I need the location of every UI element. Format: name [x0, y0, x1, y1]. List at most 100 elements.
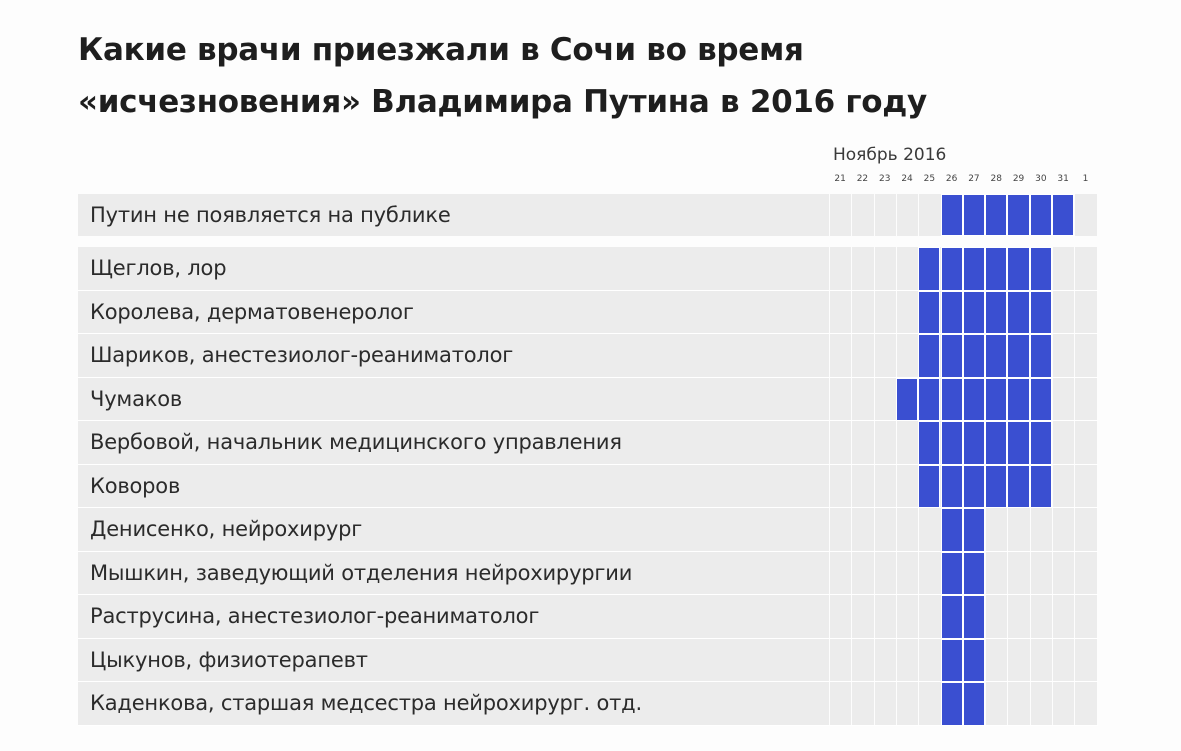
bar-cell-27 — [962, 551, 986, 595]
bar-cell-27 — [962, 421, 986, 465]
grid-line — [895, 508, 897, 552]
grid-line — [873, 290, 875, 334]
grid-line — [829, 247, 830, 291]
row-label: Путин не появляется на публике — [90, 203, 451, 227]
grid-line — [829, 551, 830, 595]
grid-line — [851, 508, 853, 552]
grid-line — [1029, 638, 1031, 682]
bar-cell-29 — [1007, 194, 1030, 236]
grid-line — [1052, 595, 1053, 639]
bar-cell-27 — [962, 682, 986, 726]
bar-cell-26 — [940, 334, 963, 378]
grid-line — [1052, 464, 1053, 508]
grid-line — [873, 508, 875, 552]
row-separator — [78, 681, 1098, 682]
table-row: Цыкунов, физиотерапевт — [78, 638, 1098, 682]
grid-line — [895, 247, 897, 291]
grid-line — [1096, 247, 1098, 291]
bar-cell-26 — [940, 421, 963, 465]
grid-line — [1052, 551, 1053, 595]
grid-line — [895, 638, 897, 682]
day-tick-21: 21 — [834, 174, 846, 184]
grid-line — [829, 194, 830, 236]
grid-line — [1096, 682, 1098, 726]
grid-line — [1007, 508, 1009, 552]
grid-line — [873, 682, 875, 726]
row-separator — [78, 333, 1098, 334]
day-tick-25: 25 — [923, 174, 936, 184]
grid-line — [851, 334, 853, 378]
row-separator — [78, 420, 1098, 421]
day-tick-28: 28 — [990, 174, 1002, 184]
row-separator — [78, 376, 1098, 378]
table-row: Денисенко, нейрохирург — [78, 508, 1098, 552]
grid-line — [829, 290, 830, 334]
grid-line — [873, 464, 875, 508]
period-label: Ноябрь 2016 — [833, 145, 947, 165]
bar-cell-28 — [985, 464, 1008, 508]
bar-cell-24 — [895, 377, 919, 421]
grid-line — [873, 334, 875, 378]
grid-line — [1074, 508, 1076, 552]
table-row: Каденкова, старшая медсестра нейрохирург… — [78, 682, 1098, 726]
grid-line — [985, 508, 987, 552]
bar-cell-27 — [962, 377, 986, 421]
bar-cell-28 — [985, 247, 1008, 291]
chart-title-line-1: Какие врачи приезжали в Сочи во время — [78, 32, 804, 68]
grid-line — [1052, 334, 1053, 378]
grid-line — [895, 595, 897, 639]
grid-line — [1007, 551, 1009, 595]
bar-cell-26 — [940, 377, 963, 421]
grid-line — [1029, 551, 1031, 595]
grid-line — [895, 682, 897, 726]
grid-line — [1052, 682, 1053, 726]
grid-line — [895, 290, 897, 334]
grid-line — [1052, 377, 1053, 421]
grid-line — [851, 247, 853, 291]
grid-line — [829, 464, 830, 508]
table-row: Раструсина, анестезиолог-реаниматолог — [78, 595, 1098, 639]
bar-cell-27 — [962, 334, 986, 378]
bar-cell-29 — [1007, 290, 1030, 334]
row-separator — [78, 637, 1098, 639]
grid-line — [1074, 638, 1076, 682]
bar-cell-30 — [1029, 334, 1052, 378]
grid-line — [1007, 682, 1009, 726]
bar-cell-26 — [940, 290, 963, 334]
day-tick-26: 26 — [945, 174, 958, 184]
grid-line — [873, 595, 875, 639]
bar-cell-27 — [962, 595, 986, 639]
grid-line — [829, 334, 830, 378]
grid-line — [1096, 595, 1098, 639]
grid-line — [918, 508, 920, 552]
day-tick-29: 29 — [1012, 174, 1025, 184]
bar-cell-27 — [962, 290, 986, 334]
day-tick-27: 27 — [968, 174, 980, 184]
grid-line — [1052, 247, 1053, 291]
bar-cell-30 — [1029, 464, 1052, 508]
grid-line — [918, 595, 920, 639]
grid-line — [1074, 464, 1076, 508]
row-label: Чумаков — [90, 386, 183, 411]
grid-line — [918, 551, 920, 595]
grid-line — [918, 638, 920, 682]
grid-line — [851, 290, 853, 334]
grid-line — [873, 638, 875, 682]
grid-line — [1096, 334, 1098, 378]
bar-cell-28 — [985, 334, 1008, 378]
grid-line — [1007, 595, 1009, 639]
row-separator — [78, 594, 1098, 595]
day-tick-31: 31 — [1057, 174, 1069, 184]
bar-cell-27 — [962, 464, 986, 508]
grid-line — [829, 595, 830, 639]
grid-line — [1052, 638, 1053, 682]
row-label: Вербовой, начальник медицинского управле… — [90, 430, 622, 454]
row-separator — [78, 463, 1098, 465]
grid-line — [1074, 595, 1076, 639]
grid-line — [985, 682, 987, 726]
row-label: Денисенко, нейрохирург — [90, 517, 363, 541]
grid-line — [851, 682, 853, 726]
bar-cell-28 — [985, 290, 1008, 334]
row-label: Шариков, анестезиолог-реаниматолог — [90, 343, 514, 367]
grid-line — [829, 638, 830, 682]
